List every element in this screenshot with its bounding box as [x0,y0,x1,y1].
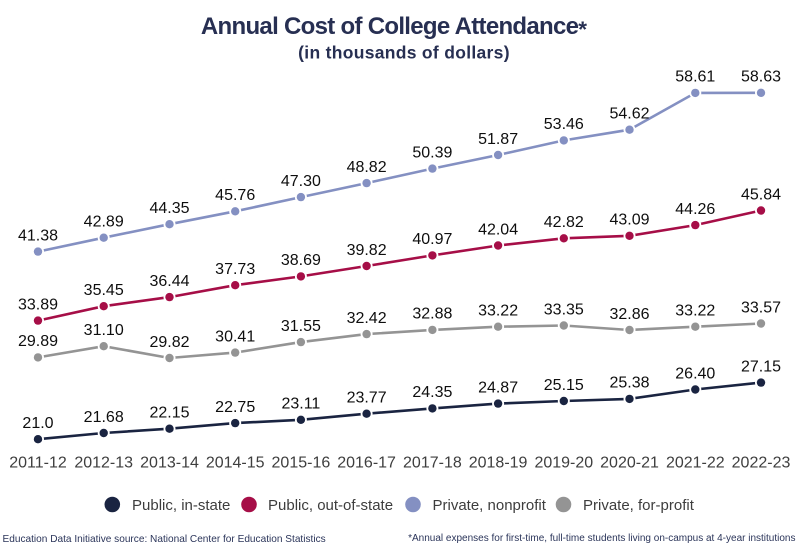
svg-text:24.87: 24.87 [478,379,518,396]
svg-text:31.55: 31.55 [281,318,321,335]
svg-text:33.89: 33.89 [18,296,58,313]
svg-text:Public, in-state: Public, in-state [132,497,230,514]
svg-text:45.84: 45.84 [741,186,781,203]
svg-text:2014-15: 2014-15 [206,455,265,472]
svg-text:2013-14: 2013-14 [140,455,199,472]
svg-text:2017-18: 2017-18 [403,455,462,472]
svg-text:53.46: 53.46 [544,116,584,133]
svg-text:2011-12: 2011-12 [9,455,67,472]
svg-text:2022-23: 2022-23 [732,455,791,472]
svg-text:58.61: 58.61 [675,69,715,86]
svg-text:32.88: 32.88 [412,306,452,323]
svg-text:42.89: 42.89 [84,214,124,231]
svg-text:30.41: 30.41 [215,328,255,345]
svg-text:41.38: 41.38 [18,227,58,244]
svg-text:37.73: 37.73 [215,261,255,278]
svg-text:54.62: 54.62 [609,106,649,123]
svg-text:35.45: 35.45 [84,282,124,299]
svg-text:40.97: 40.97 [412,231,452,248]
svg-text:25.38: 25.38 [609,375,649,392]
svg-text:51.87: 51.87 [478,131,518,148]
svg-text:23.77: 23.77 [347,390,387,407]
svg-text:47.30: 47.30 [281,173,321,190]
svg-text:45.76: 45.76 [215,187,255,204]
svg-text:2021-22: 2021-22 [666,455,725,472]
svg-text:Annual Cost of College Attenda: Annual Cost of College Attendance* [201,13,587,42]
svg-text:44.26: 44.26 [675,201,715,218]
svg-text:48.82: 48.82 [347,159,387,176]
svg-text:44.35: 44.35 [149,200,189,217]
svg-text:33.35: 33.35 [544,301,584,318]
svg-text:33.22: 33.22 [478,303,518,320]
svg-text:22.75: 22.75 [215,399,255,416]
svg-text:50.39: 50.39 [412,144,452,161]
svg-text:33.22: 33.22 [675,303,715,320]
svg-text:2015-16: 2015-16 [272,455,331,472]
svg-text:31.10: 31.10 [84,322,124,339]
svg-text:33.57: 33.57 [741,299,781,316]
svg-text:2019-20: 2019-20 [534,455,593,472]
svg-text:29.89: 29.89 [18,333,58,350]
svg-text:32.86: 32.86 [609,306,649,323]
svg-text:2018-19: 2018-19 [469,455,528,472]
svg-text:25.15: 25.15 [544,377,584,394]
svg-text:21.68: 21.68 [84,409,124,426]
svg-text:2020-21: 2020-21 [600,455,659,472]
svg-text:23.11: 23.11 [281,396,320,413]
svg-text:(in thousands of dollars): (in thousands of dollars) [298,43,510,63]
svg-text:27.15: 27.15 [741,358,781,375]
svg-text:22.15: 22.15 [149,405,189,422]
svg-text:Private, for-profit: Private, for-profit [583,497,695,514]
svg-text:29.82: 29.82 [149,334,189,351]
svg-text:Education Data Initiative sour: Education Data Initiative source: Nation… [3,534,326,545]
svg-text:2012-13: 2012-13 [74,455,133,472]
svg-text:2016-17: 2016-17 [337,455,396,472]
svg-text:26.40: 26.40 [675,365,715,382]
svg-text:39.82: 39.82 [347,242,387,259]
svg-text:32.42: 32.42 [347,310,387,327]
svg-text:43.09: 43.09 [609,212,649,229]
svg-text:42.04: 42.04 [478,221,518,238]
svg-text:58.63: 58.63 [741,69,781,86]
svg-text:Public, out-of-state: Public, out-of-state [268,497,393,514]
svg-text:Private, nonprofit: Private, nonprofit [433,497,547,514]
svg-text:21.0: 21.0 [22,415,53,432]
svg-text:24.35: 24.35 [412,384,452,401]
svg-text:36.44: 36.44 [149,273,189,290]
svg-text:42.82: 42.82 [544,214,584,231]
svg-text:*Annual expenses for first-tim: *Annual expenses for first-time, full-ti… [408,533,795,544]
svg-text:38.69: 38.69 [281,252,321,269]
